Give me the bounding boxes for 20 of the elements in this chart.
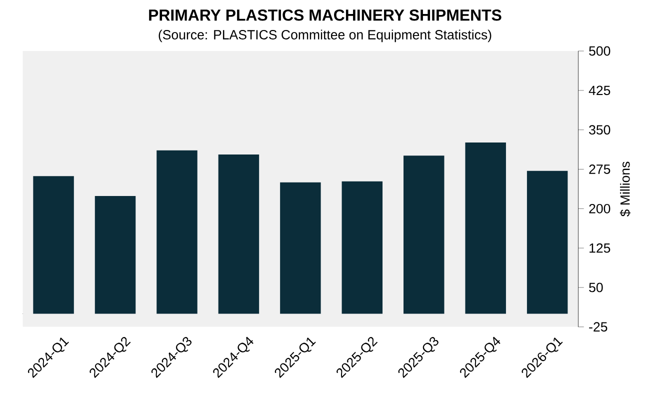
y-tick-label: 200 — [589, 204, 610, 214]
bar — [342, 181, 383, 314]
bar — [404, 156, 444, 314]
bar — [280, 182, 321, 314]
y-tick-label: 50 — [589, 282, 603, 292]
bar — [156, 150, 198, 314]
bar — [218, 154, 260, 314]
y-tick-label: -25 — [589, 322, 608, 332]
y-tick-label: 125 — [590, 243, 610, 253]
bar — [526, 170, 568, 314]
chart-title: PRIMARY PLASTICS MACHINERY SHIPMENTS — [149, 9, 502, 21]
bar — [94, 196, 136, 314]
bar — [33, 176, 74, 314]
y-tick-label: 275 — [589, 164, 610, 174]
y-tick-label: 350 — [589, 125, 610, 135]
y-axis-title: $ Millions — [620, 162, 631, 216]
chart-subtitle: (Source: PLASTICS Committee on Equipment Statistics) — [158, 30, 492, 42]
y-tick-label: 425 — [588, 86, 610, 96]
y-tick-label: 500 — [589, 46, 610, 56]
bar — [465, 142, 506, 314]
